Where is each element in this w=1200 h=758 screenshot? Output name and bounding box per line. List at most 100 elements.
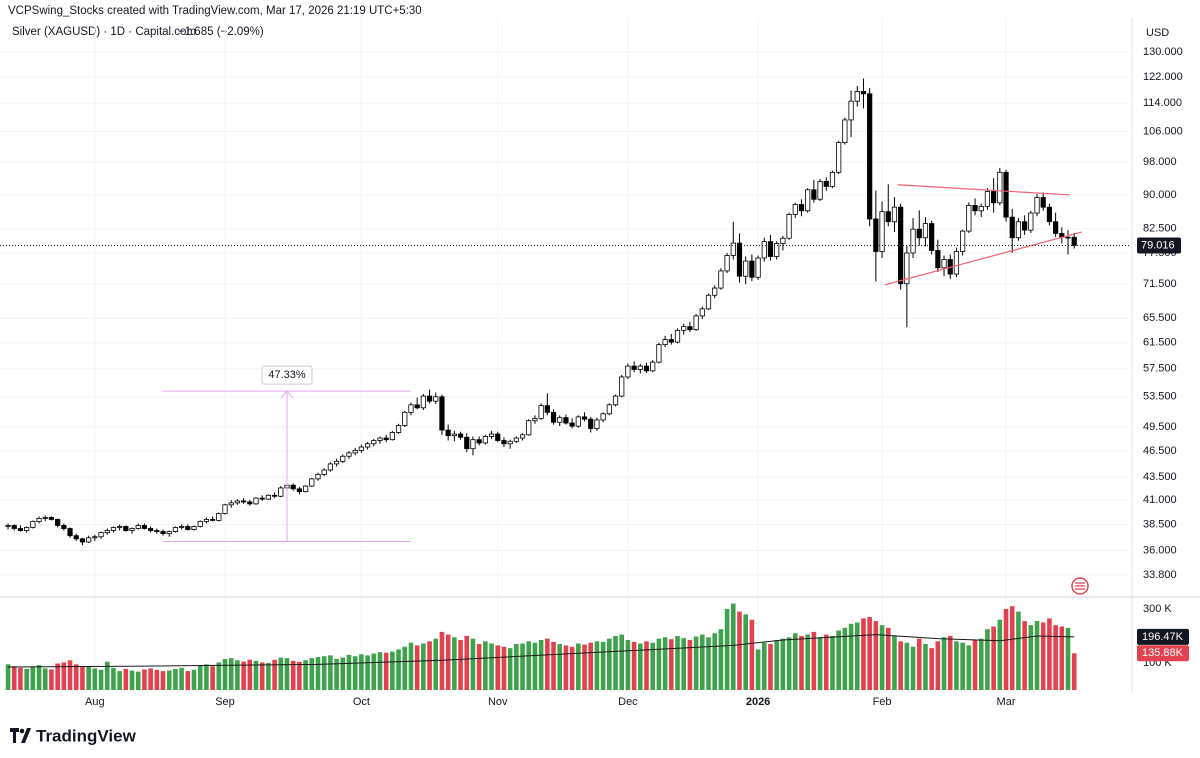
volume-bar — [80, 666, 85, 690]
candle-body — [11, 525, 17, 529]
candle-body — [681, 326, 687, 331]
volume-bar — [73, 664, 79, 690]
y-tick-label: 130.000 — [1143, 46, 1183, 58]
candle-body — [278, 487, 284, 497]
volume-value-box — [1137, 645, 1189, 662]
chart-title: Silver (XAGUSD) · 1D · Capital.com — [12, 26, 196, 38]
candle-body — [451, 433, 457, 437]
candle-body — [619, 376, 625, 397]
y-tick-label: 90.000 — [1143, 189, 1177, 201]
volume-bar — [197, 665, 203, 690]
candle-body — [668, 339, 674, 343]
candle-body — [79, 538, 86, 543]
candle-body — [346, 452, 352, 457]
candle-body — [705, 294, 712, 310]
volume-bar — [823, 634, 829, 690]
candle-body — [829, 171, 836, 187]
candle-body — [259, 497, 265, 500]
volume-bar — [749, 619, 755, 690]
candle-body — [953, 251, 960, 275]
measure-arrow-head — [280, 390, 294, 399]
candle-body — [457, 433, 464, 438]
candle-body — [519, 434, 526, 439]
candle-body — [575, 416, 581, 427]
candle-body — [1040, 197, 1046, 208]
volume-bar — [135, 671, 141, 690]
candle-body — [495, 433, 501, 441]
candle-body — [792, 204, 798, 215]
candle-body — [210, 519, 216, 521]
volume-bar — [309, 658, 315, 690]
candle-body — [141, 525, 148, 529]
y-tick-label: 38.500 — [1143, 518, 1177, 530]
candle-body — [749, 260, 755, 278]
candle-body — [166, 531, 172, 535]
candle-body — [123, 526, 129, 531]
volume-bar — [210, 666, 215, 690]
volume-bar — [861, 618, 866, 690]
candle-body — [309, 478, 315, 487]
candle-body — [67, 528, 73, 537]
y-tick-label: 33.800 — [1143, 569, 1177, 581]
candle-body — [1065, 236, 1071, 239]
candle-body — [643, 365, 650, 372]
candle-body — [17, 528, 24, 531]
candle-body — [891, 206, 898, 223]
y-tick-label: 71.500 — [1143, 278, 1177, 290]
y-tick-label: 46.500 — [1143, 445, 1177, 457]
candle-body — [755, 257, 761, 278]
volume-bar — [272, 659, 277, 690]
volume-bar — [588, 642, 594, 690]
volume-bar — [489, 643, 494, 690]
candle-body — [761, 241, 767, 259]
volume-bar — [848, 623, 854, 690]
volume-bar — [346, 654, 352, 690]
candle-body — [1015, 221, 1022, 239]
volume-bar — [873, 621, 879, 690]
volume-bar — [724, 608, 730, 690]
volume-bar — [699, 634, 705, 690]
candle-body — [333, 460, 340, 465]
attribution: VCPSwing_Stocks created with TradingView… — [8, 5, 422, 17]
volume-bar — [730, 603, 736, 690]
volume-bar — [792, 633, 798, 690]
candle-body — [191, 526, 197, 530]
candle-body — [426, 395, 433, 402]
volume-bar — [898, 641, 903, 690]
volume-value-label: 135.88K — [1142, 647, 1184, 659]
candle-body — [439, 396, 445, 431]
y-tick-label: 43.500 — [1143, 471, 1177, 483]
volume-bar — [359, 654, 364, 690]
volume-bar — [501, 646, 507, 690]
candle-body — [507, 440, 513, 445]
candle-body — [433, 396, 439, 402]
last-price-label: 79.016 — [1141, 239, 1175, 251]
y-tick-label: 106.000 — [1143, 125, 1183, 137]
candle-body — [228, 502, 234, 506]
volume-bar — [476, 644, 482, 690]
volume-bar — [755, 649, 761, 690]
volume-bar — [929, 648, 934, 690]
volume-bar — [98, 669, 104, 690]
candle-body — [30, 521, 36, 528]
candle-body — [160, 531, 166, 535]
candle-body — [216, 513, 222, 521]
candle-body — [860, 91, 867, 95]
volume-bar — [290, 660, 296, 690]
volume-bar — [1071, 653, 1077, 690]
candle-body — [197, 521, 203, 527]
candle-body — [179, 526, 185, 528]
volume-bar — [675, 635, 680, 690]
volume-bar — [551, 641, 556, 690]
volume-bar — [947, 635, 953, 690]
volume-bar — [111, 667, 116, 690]
y-tick-label: 57.500 — [1143, 363, 1177, 375]
candle-body — [247, 501, 253, 505]
volume-bar — [1040, 622, 1046, 690]
volume-bar — [414, 645, 420, 690]
candle-body — [625, 365, 631, 378]
volume-bar — [61, 662, 67, 690]
volume-tick-label: 300 K — [1143, 603, 1172, 615]
volume-bar — [241, 661, 246, 690]
x-tick-label: Mar — [997, 696, 1016, 708]
